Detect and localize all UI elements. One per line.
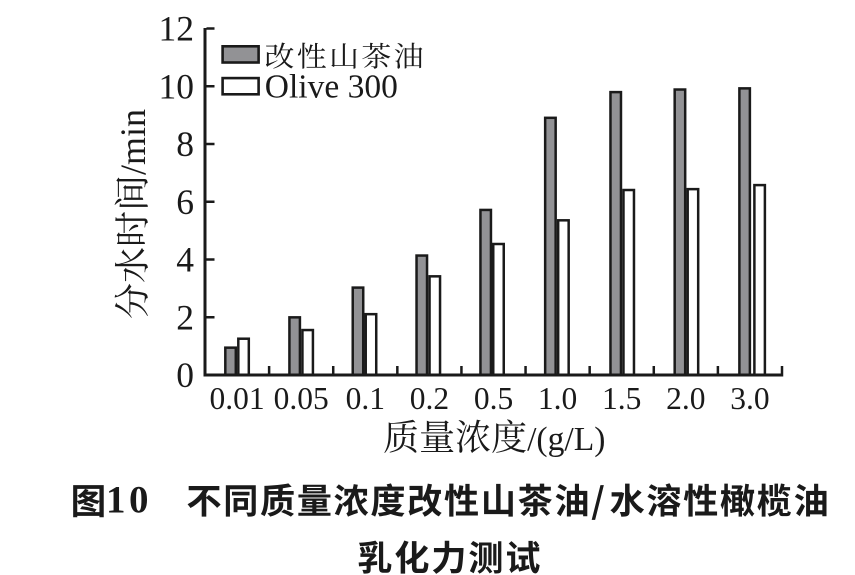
svg-text:2.0: 2.0 bbox=[666, 381, 705, 416]
svg-text:4: 4 bbox=[176, 240, 194, 280]
svg-text:0: 0 bbox=[176, 355, 194, 395]
svg-text:8: 8 bbox=[176, 124, 194, 164]
svg-text:0.01: 0.01 bbox=[209, 381, 264, 416]
svg-text:0.05: 0.05 bbox=[274, 381, 329, 416]
svg-text:Olive 300: Olive 300 bbox=[265, 68, 398, 105]
svg-text:2: 2 bbox=[176, 297, 194, 337]
svg-text:0.1: 0.1 bbox=[346, 381, 385, 416]
svg-text:1.0: 1.0 bbox=[538, 381, 577, 416]
svg-text:10: 10 bbox=[106, 479, 152, 522]
svg-text:10: 10 bbox=[159, 66, 195, 106]
svg-text:12: 12 bbox=[159, 9, 195, 49]
svg-text:/(g/L): /(g/L) bbox=[527, 421, 605, 458]
svg-text:0.2: 0.2 bbox=[410, 381, 449, 416]
svg-text:0.5: 0.5 bbox=[474, 381, 513, 416]
svg-text:3.0: 3.0 bbox=[730, 381, 769, 416]
svg-text:/min: /min bbox=[113, 109, 153, 175]
svg-text:6: 6 bbox=[176, 182, 194, 222]
svg-text:1.5: 1.5 bbox=[602, 381, 641, 416]
